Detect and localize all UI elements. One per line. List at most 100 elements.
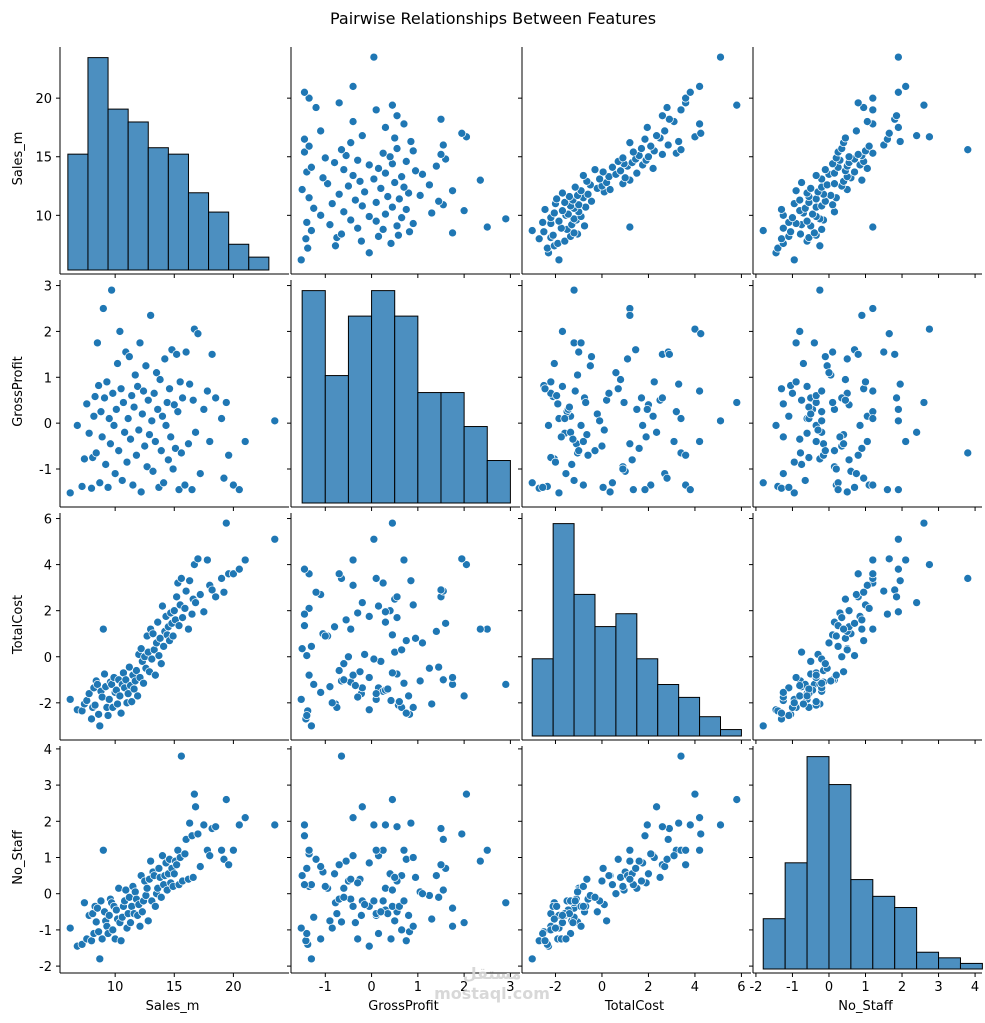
point-GrossProfit-Sales_m-86 xyxy=(184,439,193,449)
point-Sales_m-GrossProfit-56 xyxy=(475,175,485,185)
point-Sales_m-TotalCost-104 xyxy=(685,87,695,97)
point-Sales_m-No_Staff-89 xyxy=(841,133,850,143)
point-Sales_m-No_Staff-76 xyxy=(844,152,854,162)
hist-bar-Sales_m-1 xyxy=(87,57,109,271)
point-GrossProfit-No_Staff-71 xyxy=(844,455,854,465)
point-No_Staff-GrossProfit-57 xyxy=(369,896,379,906)
point-TotalCost-GrossProfit-72 xyxy=(401,636,411,645)
point-TotalCost-Sales_m-35 xyxy=(121,675,131,685)
point-GrossProfit-Sales_m-95 xyxy=(203,386,212,396)
point-No_Staff-GrossProfit-0 xyxy=(296,923,306,933)
panel-TotalCost-vs-Sales_m: -2 0 2 4 6 TotalCost xyxy=(11,513,289,744)
point-No_Staff-Sales_m-47 xyxy=(135,921,145,931)
panel-GrossProfit-vs-GrossProfit xyxy=(287,280,520,511)
point-Sales_m-TotalCost-58 xyxy=(620,173,630,183)
point-GrossProfit-TotalCost-15 xyxy=(556,432,566,442)
point-TotalCost-No_Staff-95 xyxy=(868,555,878,565)
point-Sales_m-No_Staff-96 xyxy=(862,117,872,126)
point-Sales_m-TotalCost-38 xyxy=(587,196,596,206)
point-Sales_m-TotalCost-6 xyxy=(534,234,544,244)
y-tick-label: 6 xyxy=(44,513,52,528)
watermark-text: mostaql.com xyxy=(434,984,550,1003)
point-Sales_m-GrossProfit-51 xyxy=(344,181,353,191)
point-No_Staff-TotalCost-89 xyxy=(655,873,665,882)
point-GrossProfit-TotalCost-31 xyxy=(540,384,550,394)
point-TotalCost-GrossProfit-97 xyxy=(436,585,446,595)
panel-TotalCost-vs-GrossProfit xyxy=(287,513,520,744)
point-TotalCost-Sales_m-57 xyxy=(147,654,157,664)
point-Sales_m-GrossProfit-85 xyxy=(438,140,448,150)
y-tick-label: 1 xyxy=(44,852,52,867)
point-TotalCost-Sales_m-97 xyxy=(207,585,217,595)
point-No_Staff-TotalCost-30 xyxy=(558,918,567,928)
point-GrossProfit-Sales_m-79 xyxy=(173,407,183,417)
point-TotalCost-No_Staff-61 xyxy=(824,638,834,648)
point-TotalCost-GrossProfit-45 xyxy=(404,691,413,701)
point-No_Staff-Sales_m-56 xyxy=(146,856,155,866)
point-GrossProfit-No_Staff-88 xyxy=(883,485,892,495)
point-Sales_m-No_Staff-10 xyxy=(796,229,805,239)
point-TotalCost-GrossProfit-1 xyxy=(364,705,374,715)
point-GrossProfit-Sales_m-31 xyxy=(116,384,126,394)
hist-bar-Sales_m-8 xyxy=(228,243,250,271)
point-TotalCost-Sales_m-78 xyxy=(172,592,181,602)
hist-bar-TotalCost-1 xyxy=(552,523,575,737)
point-Sales_m-GrossProfit-34 xyxy=(357,201,367,211)
panel-Sales_m-vs-GrossProfit xyxy=(287,47,520,278)
point-TotalCost-GrossProfit-66 xyxy=(374,601,383,611)
point-Sales_m-TotalCost-91 xyxy=(652,131,661,140)
point-GrossProfit-Sales_m-12 xyxy=(94,381,103,390)
point-GrossProfit-Sales_m-99 xyxy=(217,414,226,423)
point-GrossProfit-Sales_m-40 xyxy=(127,391,137,400)
point-No_Staff-Sales_m-100 xyxy=(219,854,229,864)
point-GrossProfit-TotalCost-40 xyxy=(552,391,561,400)
x-tick-label: 3 xyxy=(934,980,942,995)
point-GrossProfit-Sales_m-32 xyxy=(117,476,127,485)
point-Sales_m-GrossProfit-92 xyxy=(457,128,467,138)
point-No_Staff-Sales_m-15 xyxy=(97,934,107,944)
point-No_Staff-Sales_m-13 xyxy=(95,954,105,964)
point-GrossProfit-TotalCost-60 xyxy=(579,437,588,446)
point-GrossProfit-Sales_m-78 xyxy=(172,349,181,359)
point-GrossProfit-Sales_m-46 xyxy=(134,425,144,435)
point-TotalCost-GrossProfit-94 xyxy=(381,607,390,617)
point-Sales_m-TotalCost-93 xyxy=(660,126,670,136)
x-axis-label-TotalCost: TotalCost xyxy=(604,999,664,1014)
point-TotalCost-Sales_m-58 xyxy=(148,629,158,639)
point-GrossProfit-Sales_m-1 xyxy=(72,421,82,430)
point-TotalCost-Sales_m-95 xyxy=(203,555,212,565)
y-tick-label: -1 xyxy=(39,463,52,478)
x-tick-label: 4 xyxy=(971,980,979,995)
point-GrossProfit-TotalCost-74 xyxy=(631,345,641,355)
point-No_Staff-GrossProfit-105 xyxy=(348,813,358,823)
point-GrossProfit-TotalCost-51 xyxy=(597,441,607,451)
point-GrossProfit-No_Staff-8 xyxy=(784,411,794,421)
point-GrossProfit-Sales_m-41 xyxy=(128,480,138,490)
panel-Sales_m-vs-Sales_m: 10 15 20 Sales_m xyxy=(11,47,289,278)
point-TotalCost-Sales_m-17 xyxy=(100,669,109,679)
point-TotalCost-GrossProfit-39 xyxy=(351,681,360,690)
point-GrossProfit-TotalCost-37 xyxy=(560,414,570,423)
point-TotalCost-No_Staff-105 xyxy=(901,555,911,565)
point-Sales_m-No_Staff-105 xyxy=(901,82,911,91)
point-GrossProfit-No_Staff-70 xyxy=(828,398,837,407)
point-GrossProfit-TotalCost-61 xyxy=(611,368,621,378)
point-Sales_m-GrossProfit-71 xyxy=(330,158,339,167)
point-GrossProfit-Sales_m-67 xyxy=(159,478,168,488)
point-GrossProfit-No_Staff-29 xyxy=(830,446,839,456)
point-TotalCost-GrossProfit-95 xyxy=(399,555,409,565)
hist-bar-Sales_m-3 xyxy=(127,121,149,271)
point-Sales_m-No_Staff-47 xyxy=(791,186,801,196)
point-GrossProfit-No_Staff-63 xyxy=(850,483,859,492)
point-TotalCost-Sales_m-84 xyxy=(180,604,190,613)
point-TotalCost-Sales_m-37 xyxy=(123,689,133,698)
point-No_Staff-Sales_m-11 xyxy=(93,903,102,913)
point-GrossProfit-Sales_m-53 xyxy=(142,462,152,472)
point-No_Staff-GrossProfit-11 xyxy=(448,903,457,913)
point-GrossProfit-TotalCost-71 xyxy=(627,455,637,465)
hist-bar-TotalCost-8 xyxy=(699,716,722,737)
point-No_Staff-GrossProfit-23 xyxy=(501,898,511,908)
chart-title: Pairwise Relationships Between Features xyxy=(330,9,656,28)
point-TotalCost-GrossProfit-92 xyxy=(457,554,467,564)
point-GrossProfit-TotalCost-23 xyxy=(569,285,579,295)
